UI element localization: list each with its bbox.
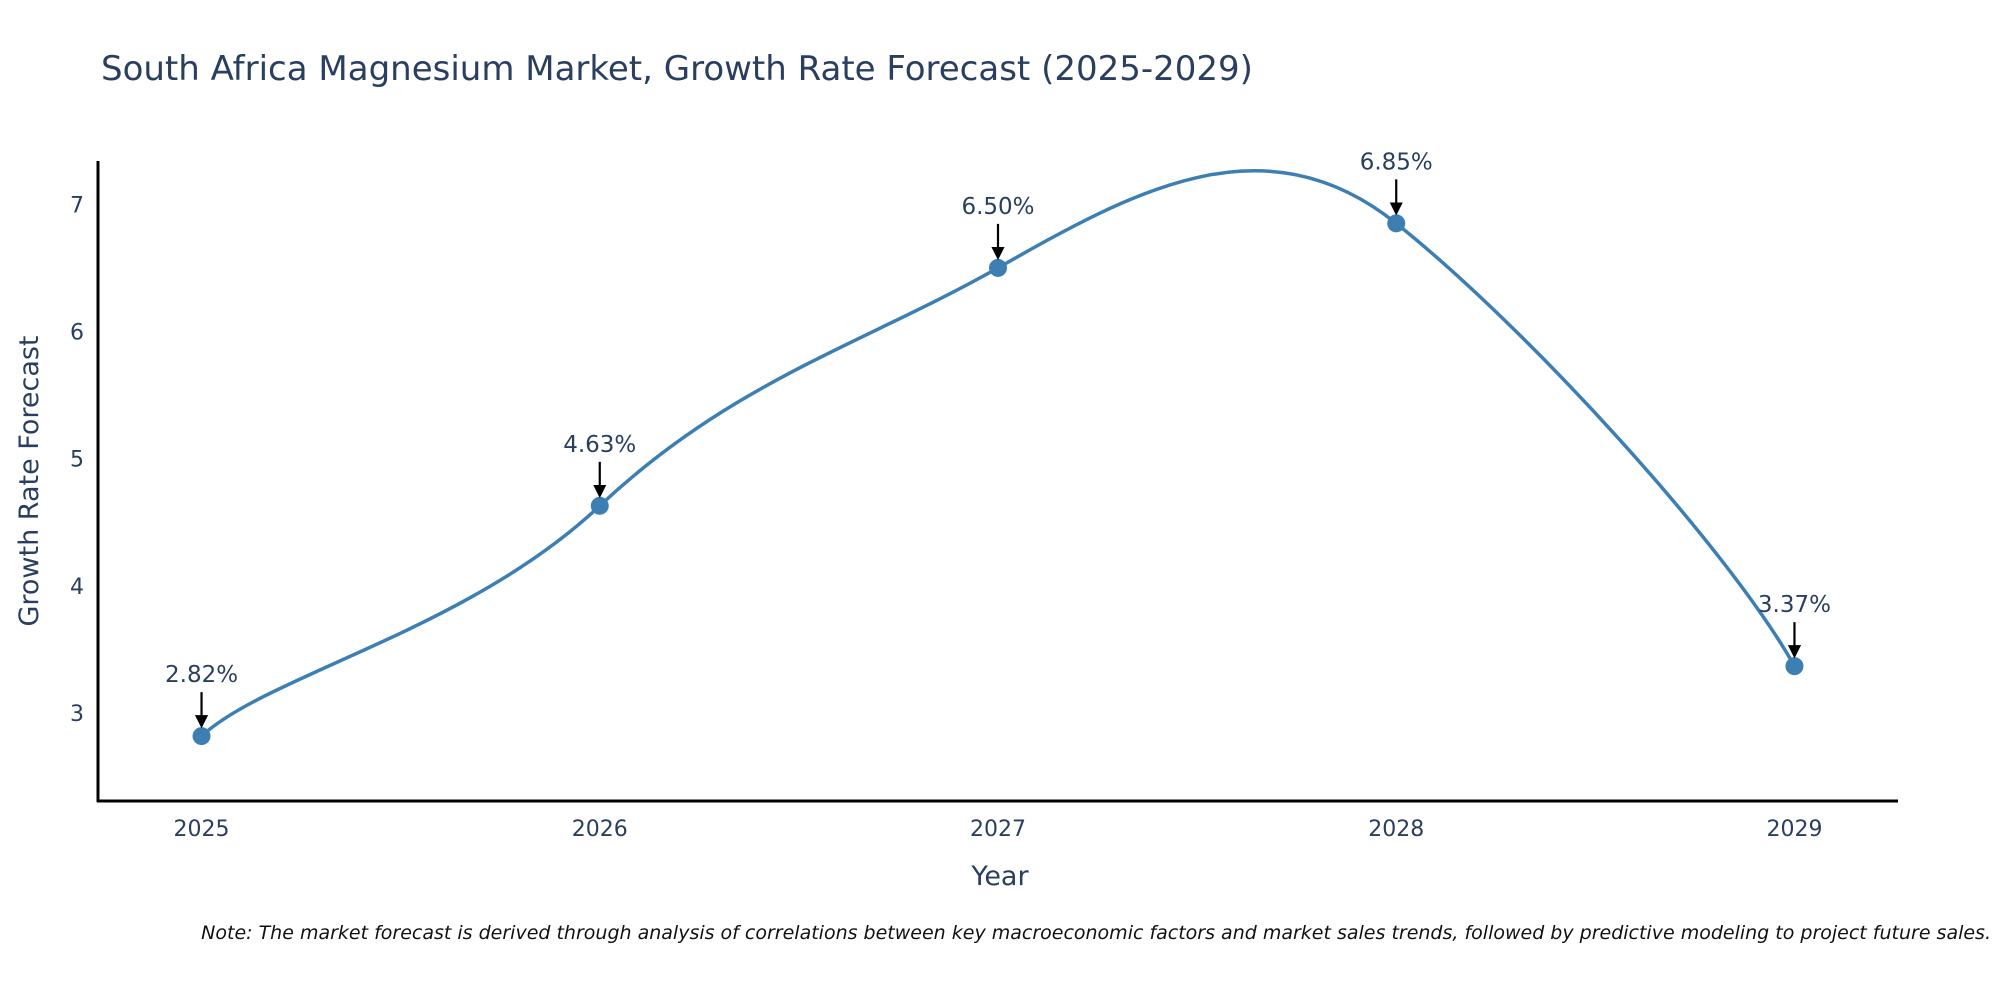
x-tick-label: 2027 xyxy=(970,817,1026,842)
y-tick-label: 3 xyxy=(70,702,84,727)
x-tick-label: 2025 xyxy=(174,817,230,842)
y-tick-label: 7 xyxy=(70,193,84,218)
data-point xyxy=(1387,214,1406,233)
footnote: Note: The market forecast is derived thr… xyxy=(201,922,1991,944)
plot-area: 2.82% 4.63% 6.50% 6.85% 3.37% xyxy=(165,149,1831,746)
data-label: 3.37% xyxy=(1758,592,1831,618)
data-point xyxy=(590,496,609,515)
y-ticks: 3 4 5 6 7 xyxy=(70,193,84,727)
x-tick-label: 2026 xyxy=(572,817,628,842)
data-label: 2.82% xyxy=(165,662,238,688)
data-label: 6.85% xyxy=(1360,149,1433,175)
y-tick-label: 6 xyxy=(70,320,84,345)
y-tick-label: 4 xyxy=(70,575,84,600)
data-label: 4.63% xyxy=(563,432,636,458)
x-ticks: 2025 2026 2027 2028 2029 xyxy=(174,817,1823,842)
data-point xyxy=(192,727,211,746)
series-line xyxy=(200,169,1796,738)
y-axis-title: Growth Rate Forecast xyxy=(14,335,45,626)
data-point xyxy=(989,258,1007,277)
data-label: 6.50% xyxy=(961,194,1034,220)
x-tick-label: 2029 xyxy=(1766,817,1822,842)
data-point xyxy=(1785,657,1804,676)
y-tick-label: 5 xyxy=(70,448,84,473)
x-tick-label: 2028 xyxy=(1368,817,1424,842)
chart-title: South Africa Magnesium Market, Growth Ra… xyxy=(101,49,1253,89)
x-axis-title: Year xyxy=(970,861,1029,892)
